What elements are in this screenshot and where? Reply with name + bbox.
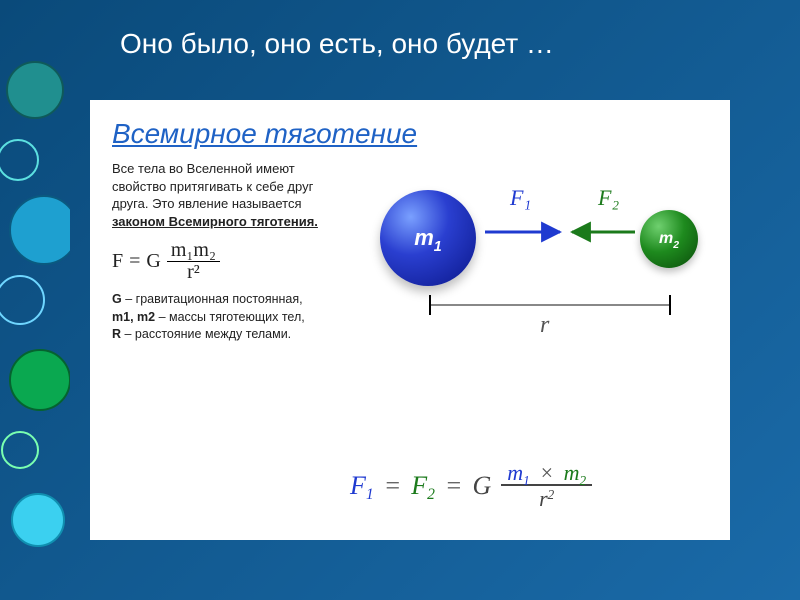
legend: G – гравитационная постоянная, m1, m2 – … (112, 291, 322, 344)
force-arrows (340, 160, 720, 330)
body-text: Все тела во Вселенной имеют свойство при… (112, 160, 322, 230)
content-box: Всемирное тяготение Все тела во Вселенно… (90, 100, 730, 540)
bf-G: G (472, 471, 491, 501)
slide-title: Оно было, оно есть, оно будет … (120, 28, 554, 60)
bf-denominator: r2 (539, 486, 554, 510)
content-title: Всемирное тяготение (112, 118, 708, 150)
decorative-bubbles (0, 0, 70, 600)
formula-numerator: m₁m₂ (167, 240, 220, 262)
legend-R: R – расстояние между телами. (112, 326, 322, 344)
formula-lhs: F (112, 248, 123, 275)
bottom-formula: F1 = F2 = G m1 × m2 r2 (350, 462, 592, 510)
slide-root: Оно было, оно есть, оно будет … Всемирно… (0, 0, 800, 600)
formula-denominator: r² (183, 262, 204, 283)
legend-m: m1, m2 – массы тяготеющих тел, (112, 309, 322, 327)
bf-numerator: m1 × m2 (501, 462, 592, 486)
bf-F2: F2 (411, 471, 435, 501)
formula-eq: = (129, 248, 140, 275)
distance-label: r (540, 312, 549, 339)
legend-G: G – гравитационная постоянная, (112, 291, 322, 309)
main-formula: F = G m₁m₂ r² (112, 240, 322, 283)
bf-eq2: = (445, 471, 463, 501)
body-text-main: Все тела во Вселенной имеют свойство при… (112, 161, 313, 211)
bf-F1: F1 (350, 471, 374, 501)
bf-fraction: m1 × m2 r2 (501, 462, 592, 510)
body-text-keyword: законом Всемирного тяготения. (112, 214, 318, 229)
bf-eq1: = (384, 471, 402, 501)
formula-fraction: m₁m₂ r² (167, 240, 220, 283)
diagram: m1 m2 F₁ F₂ (340, 160, 708, 420)
left-column: Все тела во Вселенной имеют свойство при… (112, 160, 322, 420)
formula-G: G (146, 248, 160, 275)
